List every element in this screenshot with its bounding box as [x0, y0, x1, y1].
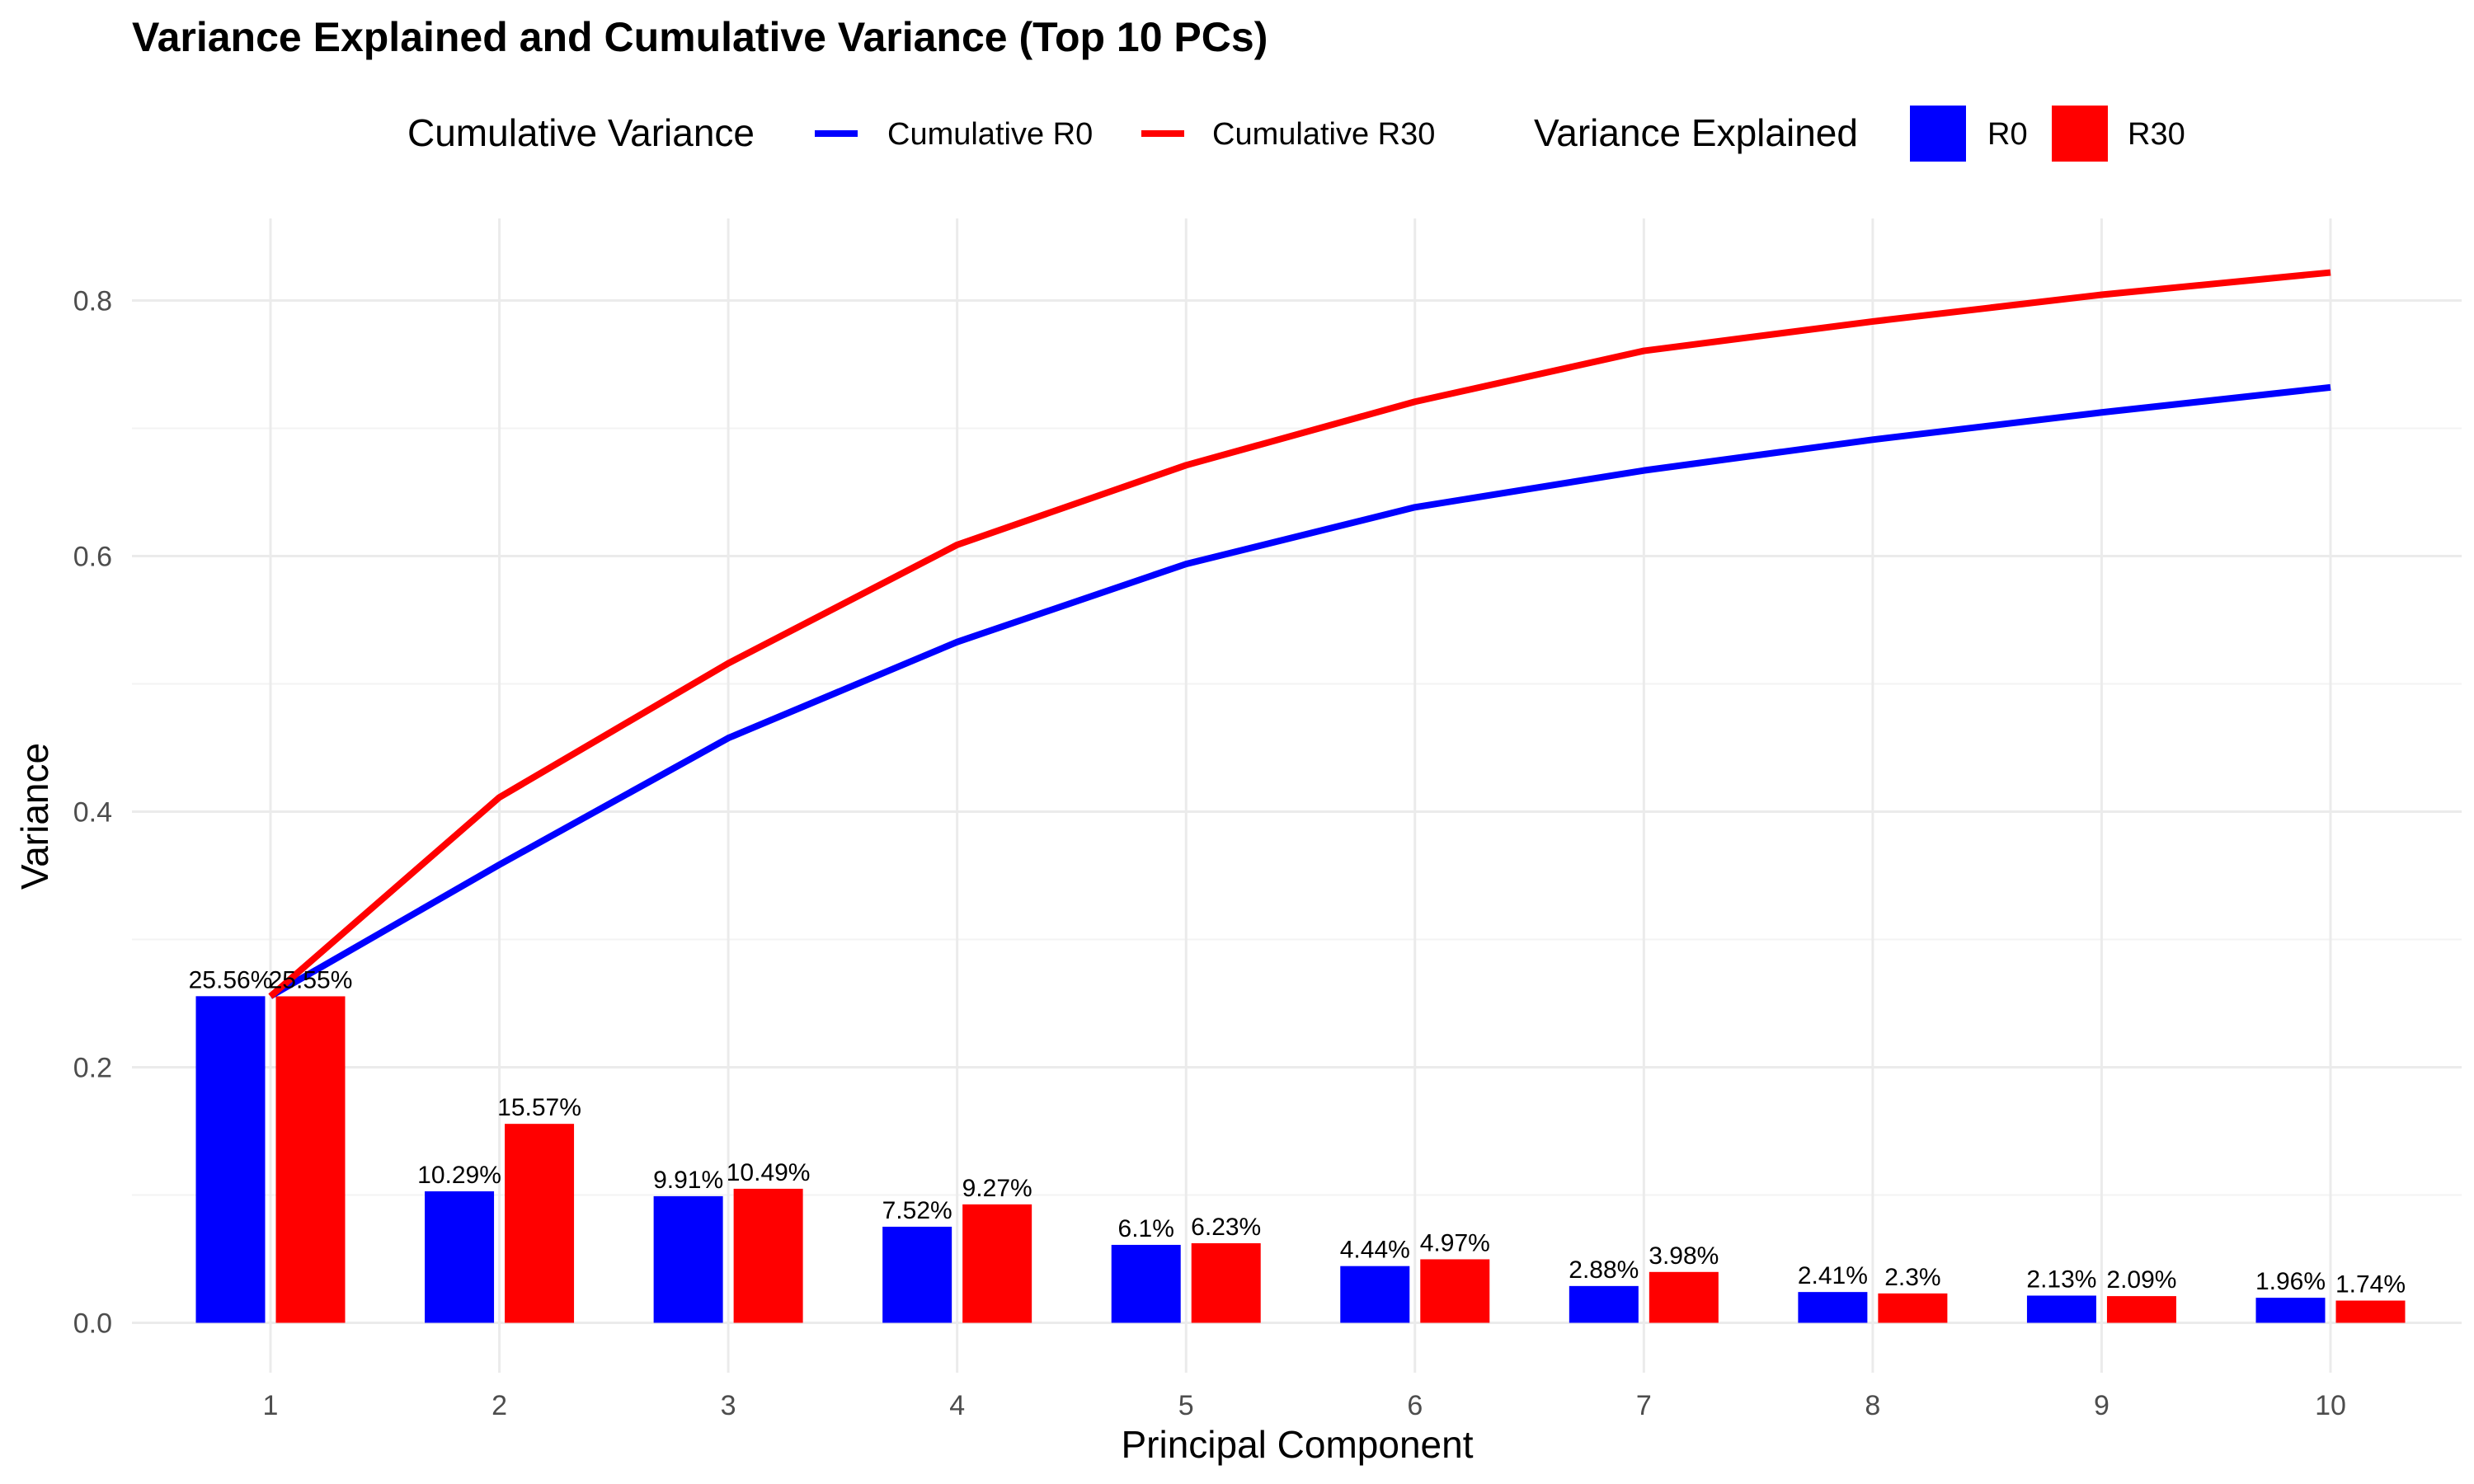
data-label-r30-pc6: 4.97%: [1420, 1229, 1490, 1256]
bar-r0-pc2: [425, 1191, 495, 1323]
bar-r0-pc7: [1569, 1285, 1639, 1323]
data-label-r0-pc8: 2.41%: [1798, 1262, 1868, 1289]
bar-r30-pc6: [1420, 1259, 1490, 1323]
data-label-r0-pc5: 6.1%: [1118, 1215, 1174, 1242]
x-tick-label: 7: [1636, 1390, 1652, 1421]
data-label-r30-pc4: 9.27%: [962, 1175, 1032, 1202]
data-label-r0-pc2: 10.29%: [417, 1162, 501, 1189]
data-label-r0-pc7: 2.88%: [1569, 1256, 1639, 1284]
data-label-r0-pc4: 7.52%: [882, 1197, 952, 1224]
data-label-r30-pc10: 1.74%: [2335, 1271, 2406, 1298]
bar-r0-pc4: [882, 1226, 952, 1323]
data-label-r0-pc3: 9.91%: [653, 1167, 723, 1194]
data-label-r0-pc6: 4.44%: [1340, 1237, 1410, 1264]
bar-r30-pc5: [1191, 1242, 1261, 1323]
bar-r0-pc8: [1798, 1292, 1868, 1323]
bar-r30-pc10: [2335, 1300, 2406, 1323]
y-tick-label: 0.4: [73, 797, 112, 829]
y-tick-label: 0.6: [73, 542, 112, 573]
x-tick-label: 1: [263, 1390, 279, 1421]
bar-r0-pc1: [195, 996, 266, 1323]
y-tick-label: 0.0: [73, 1308, 112, 1340]
x-tick-label: 2: [492, 1390, 507, 1421]
x-tick-label: 10: [2315, 1390, 2346, 1421]
cumulative-lines: [268, 269, 2331, 999]
bar-r0-pc5: [1111, 1244, 1181, 1323]
legend: Cumulative Variance Cumulative R0 Cumulati…: [407, 106, 2185, 162]
data-label-r30-pc9: 2.09%: [2106, 1266, 2176, 1294]
legend-key-r0: [1910, 106, 1966, 162]
data-label-r0-pc10: 1.96%: [2255, 1268, 2326, 1295]
y-axis-ticks: 0.0 0.2 0.4 0.6 0.8: [73, 286, 112, 1340]
bar-r30-pc2: [505, 1124, 575, 1323]
legend-title-cumulative: Cumulative Variance: [407, 111, 755, 154]
x-tick-label: 6: [1407, 1390, 1423, 1421]
legend-label-cumulative-r0: Cumulative R0: [887, 117, 1093, 152]
data-label-r30-pc7: 3.98%: [1649, 1242, 1719, 1270]
x-axis-title: Principal Component: [1121, 1423, 1473, 1466]
x-tick-label: 5: [1178, 1390, 1194, 1421]
legend-label-r0: R0: [1987, 117, 2028, 152]
bar-r30-pc8: [1878, 1293, 1948, 1323]
bar-r30-pc4: [962, 1204, 1032, 1323]
y-axis-title: Variance: [13, 743, 56, 890]
bar-r30-pc1: [275, 996, 346, 1323]
data-label-r30-pc2: 15.57%: [497, 1094, 581, 1121]
bar-r30-pc7: [1649, 1271, 1719, 1323]
legend-title-variance: Variance Explained: [1534, 111, 1858, 154]
data-label-r30-pc5: 6.23%: [1191, 1214, 1261, 1241]
x-tick-label: 3: [721, 1390, 736, 1421]
x-tick-label: 9: [2094, 1390, 2109, 1421]
y-tick-label: 0.8: [73, 286, 112, 317]
legend-key-r30: [2052, 106, 2108, 162]
y-tick-label: 0.2: [73, 1053, 112, 1084]
x-tick-label: 4: [949, 1390, 965, 1421]
bars: [195, 996, 2406, 1323]
bar-r0-pc10: [2255, 1298, 2326, 1323]
bar-r0-pc6: [1340, 1266, 1410, 1323]
bar-r0-pc3: [653, 1195, 723, 1323]
line-cumulative-r30: [268, 269, 2331, 999]
data-labels: 25.56% 10.29% 9.91% 7.52% 6.1% 4.44% 2.88% 2.41…: [189, 966, 2406, 1298]
data-label-r30-pc8: 2.3%: [1884, 1264, 1940, 1291]
data-label-r30-pc3: 10.49%: [727, 1159, 811, 1186]
data-label-r30-pc1: 25.55%: [269, 966, 353, 993]
chart-title: Variance Explained and Cumulative Varian…: [132, 14, 1268, 60]
legend-label-cumulative-r30: Cumulative R30: [1212, 117, 1435, 152]
bar-r30-pc3: [733, 1188, 803, 1323]
bar-r30-pc9: [2106, 1296, 2176, 1323]
x-axis-ticks: 1 2 3 4 5 6 7 8 9 10: [263, 1390, 2346, 1421]
data-label-r0-pc1: 25.56%: [189, 966, 273, 993]
legend-label-r30: R30: [2128, 117, 2185, 152]
bar-r0-pc9: [2026, 1295, 2096, 1323]
line-cumulative-r0: [269, 383, 2331, 999]
x-tick-label: 8: [1865, 1390, 1880, 1421]
data-label-r0-pc9: 2.13%: [2026, 1266, 2096, 1293]
